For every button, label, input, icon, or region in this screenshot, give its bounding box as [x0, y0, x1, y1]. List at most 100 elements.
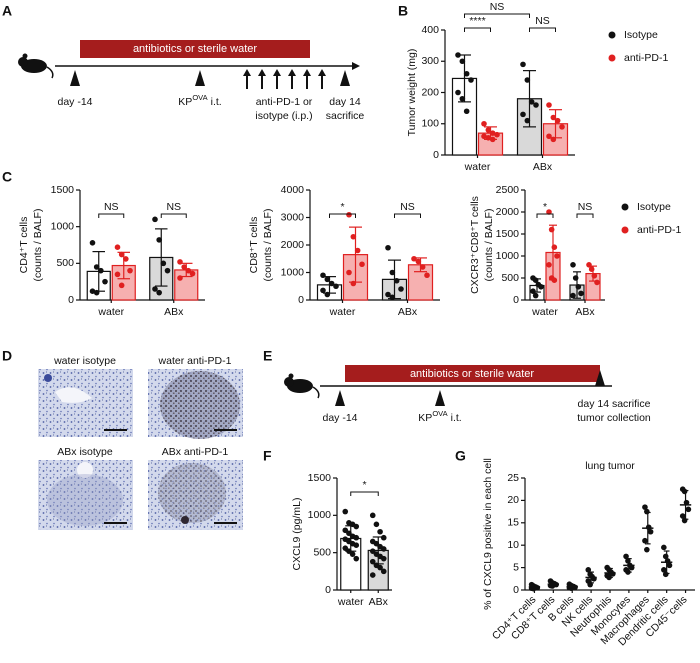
- injection-label: KPOVA i.t.: [418, 409, 461, 424]
- histology-image: [148, 460, 243, 530]
- image-label: ABx anti-PD-1: [162, 446, 229, 458]
- data-point: [591, 273, 598, 279]
- data-point: [588, 266, 595, 273]
- injection-label: KPOVA i.t.: [178, 93, 221, 108]
- marker: [435, 390, 445, 406]
- panel-letter: A: [2, 3, 12, 19]
- y-tick-label: 0: [433, 149, 439, 161]
- chart-title: lung tumor: [585, 460, 635, 472]
- injection-route: i.t.: [211, 96, 222, 108]
- data-point: [127, 267, 133, 274]
- y-axis-label: % of CXCL9 positive in each cell: [482, 458, 494, 610]
- data-point: [185, 267, 192, 274]
- marker: [595, 370, 605, 386]
- data-point: [93, 264, 100, 270]
- y-axis-label: Tumor weight (mg): [406, 49, 418, 137]
- injection-superscript: OVA: [192, 93, 207, 102]
- legend-marker: [621, 226, 629, 234]
- data-point: [628, 564, 635, 571]
- data-point: [551, 244, 558, 250]
- bracket: [529, 27, 556, 32]
- data-point: [554, 117, 561, 124]
- data-point: [559, 124, 565, 130]
- data-point: [324, 276, 331, 283]
- data-point: [389, 269, 396, 276]
- injection-arrow-heads: [243, 69, 326, 76]
- legend-label: anti-PD-1: [624, 52, 669, 64]
- data-point: [642, 504, 648, 510]
- significance-label: *: [362, 479, 366, 491]
- data-point: [681, 517, 688, 524]
- data-point: [524, 77, 531, 83]
- data-point: [520, 111, 526, 118]
- bracket: [464, 13, 530, 18]
- significance-label: ****: [469, 15, 485, 27]
- data-point: [524, 117, 531, 124]
- data-point: [485, 127, 492, 133]
- y-tick-label: 3000: [281, 211, 305, 223]
- data-point: [118, 251, 125, 258]
- data-point: [385, 244, 391, 251]
- data-point: [333, 283, 339, 290]
- injection-route: i.t.: [451, 412, 462, 424]
- y-axis-label: (counts / BALF): [262, 209, 274, 282]
- data-point: [369, 572, 376, 578]
- data-point: [152, 286, 158, 292]
- x-tick-label: ABx: [398, 306, 418, 318]
- marker: [335, 390, 345, 406]
- data-point: [548, 226, 555, 233]
- data-point: [380, 534, 387, 541]
- data-point: [373, 521, 380, 528]
- y-tick-label: 5: [513, 561, 519, 573]
- data-point: [398, 286, 404, 292]
- data-point: [661, 567, 667, 573]
- end-label: sacrifice: [326, 110, 365, 122]
- data-point: [455, 89, 461, 96]
- bracket: [160, 213, 187, 218]
- significance-label: NS: [166, 201, 181, 213]
- data-point: [342, 508, 349, 515]
- histology-image: [38, 460, 133, 530]
- data-point: [481, 120, 487, 127]
- bar-label: antibiotics or sterile water: [133, 43, 257, 55]
- y-tick-label: 1500: [308, 472, 332, 484]
- data-point: [546, 209, 552, 215]
- data-point: [353, 523, 360, 530]
- treatment-bar: [345, 365, 600, 382]
- data-point: [393, 277, 400, 284]
- significance-label: NS: [104, 201, 119, 213]
- data-point: [369, 558, 376, 565]
- data-point: [424, 272, 430, 279]
- y-tick-label: 2000: [496, 206, 520, 218]
- y-tick-label: 15: [507, 517, 519, 529]
- data-point: [380, 568, 387, 575]
- y-tick-label: 20: [507, 494, 519, 506]
- end-label: day 14 sacrifice: [578, 398, 651, 410]
- y-tick-label: 2000: [281, 239, 305, 251]
- data-point: [494, 131, 500, 138]
- arrow-head: [352, 62, 360, 70]
- data-point: [385, 291, 391, 298]
- legend-marker: [621, 203, 629, 211]
- marker: [340, 70, 350, 86]
- bracket: [350, 491, 379, 496]
- x-tick-label: ABx: [164, 306, 184, 318]
- data-point: [156, 289, 162, 296]
- y-tick-label: 1000: [51, 220, 75, 232]
- injection-name: KP: [418, 412, 432, 424]
- panel-letter: F: [263, 448, 272, 464]
- y-tick-label: 1000: [308, 509, 332, 521]
- histology-d: D water isotype water anti-PD-1 ABx isot…: [2, 348, 243, 530]
- y-tick-label: 100: [421, 118, 439, 130]
- mouse-icon: [18, 53, 54, 79]
- data-point: [550, 114, 557, 121]
- significance-label: NS: [490, 1, 505, 13]
- data-point: [546, 102, 552, 108]
- data-point: [662, 571, 669, 578]
- data-point: [528, 99, 535, 105]
- data-point: [459, 58, 466, 65]
- data-point: [463, 108, 470, 115]
- panel-letter: D: [2, 348, 12, 364]
- data-point: [585, 567, 592, 573]
- data-point: [377, 528, 383, 535]
